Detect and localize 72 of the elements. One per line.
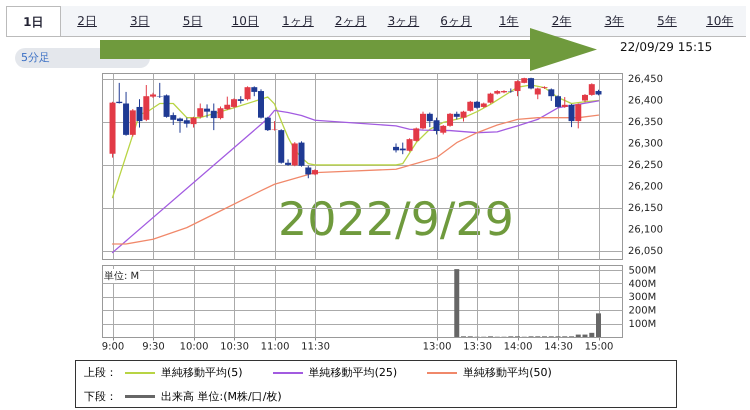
candlestick xyxy=(264,116,271,132)
x-tick-label: 14:00 xyxy=(504,342,532,352)
y-tick-label: 400M xyxy=(628,278,656,290)
text: 22/09/29 15:15 xyxy=(620,40,712,54)
candlestick xyxy=(562,96,568,108)
candlestick xyxy=(305,165,312,179)
text: 5分足 xyxy=(15,48,150,68)
x-tick-label: 14:30 xyxy=(544,342,573,352)
y-tick-label: 26,050 xyxy=(628,246,663,257)
text: 1年 xyxy=(498,13,520,30)
x-tick-label: 13:30 xyxy=(463,342,492,352)
y-tick-label: 26,450 xyxy=(628,74,663,86)
y-tick-label: 26,400 xyxy=(628,95,663,106)
x-tick-label: 10:30 xyxy=(220,342,249,352)
y-tick-label: 500M xyxy=(628,265,656,276)
candlestick xyxy=(534,87,541,100)
y-tick-label: 100M xyxy=(628,319,656,330)
text: 10年 xyxy=(705,13,734,30)
annotation: 単位: M xyxy=(103,269,140,283)
candlestick xyxy=(575,103,582,129)
candlestick xyxy=(488,92,494,104)
annotation: 2022/9/29 xyxy=(278,192,514,246)
text: 2年 xyxy=(550,13,572,30)
candlestick xyxy=(190,116,197,128)
text: 2ヶ月 xyxy=(334,13,368,30)
text: 5年 xyxy=(656,13,678,30)
text: 3ヶ月 xyxy=(386,13,420,30)
candlestick xyxy=(440,124,446,135)
text: 6ヶ月 xyxy=(439,13,473,30)
candlestick xyxy=(292,142,298,167)
x-tick-label: 9:30 xyxy=(142,342,165,352)
text: 1ヶ月 xyxy=(281,13,315,30)
legend-label: 出来高 単位:(M株/口/枚) xyxy=(161,389,282,404)
y-tick-label: 300M xyxy=(628,292,656,304)
candlestick xyxy=(244,86,251,101)
x-tick-label: 15:00 xyxy=(584,342,614,352)
y-tick-label: 26,350 xyxy=(628,116,663,128)
legend-label: 単純移動平均(25) xyxy=(308,365,398,380)
x-tick-label: 9:00 xyxy=(102,342,124,352)
y-tick-label: 200M xyxy=(628,306,656,317)
text: 5日 xyxy=(182,13,204,30)
x-tick-label: 13:00 xyxy=(422,342,452,352)
candlestick xyxy=(467,100,474,112)
candlestick xyxy=(420,111,426,130)
legend-title: 上段： xyxy=(84,365,117,380)
text: 1日 xyxy=(6,6,61,36)
candlestick xyxy=(555,94,562,108)
candlestick xyxy=(548,88,554,102)
text: 10日 xyxy=(230,13,260,30)
candlestick xyxy=(588,82,595,96)
x-tick-label: 10:00 xyxy=(180,342,208,352)
x-tick-label: 11:00 xyxy=(260,342,290,352)
x-tick-label: 11:30 xyxy=(301,342,330,352)
y-tick-label: 26,200 xyxy=(628,181,663,192)
legend-title: 下段： xyxy=(84,389,117,404)
candlestick xyxy=(528,77,534,90)
text: 3日 xyxy=(128,13,151,30)
y-tick-label: 26,150 xyxy=(628,202,663,214)
candlestick xyxy=(568,103,575,128)
text: 3年 xyxy=(603,13,626,30)
text: 2日 xyxy=(76,13,98,30)
legend-label: 単純移動平均(5) xyxy=(161,365,243,380)
candlestick xyxy=(447,112,454,128)
candlestick xyxy=(298,140,304,168)
candlestick xyxy=(136,98,142,128)
y-tick-label: 26,250 xyxy=(628,160,663,171)
candlestick xyxy=(508,88,514,94)
candlestick xyxy=(197,103,204,120)
candlestick xyxy=(460,110,466,122)
legend-label: 単純移動平均(50) xyxy=(463,365,552,380)
y-tick-label: 26,300 xyxy=(628,138,663,150)
y-tick-label: 26,100 xyxy=(628,224,663,236)
